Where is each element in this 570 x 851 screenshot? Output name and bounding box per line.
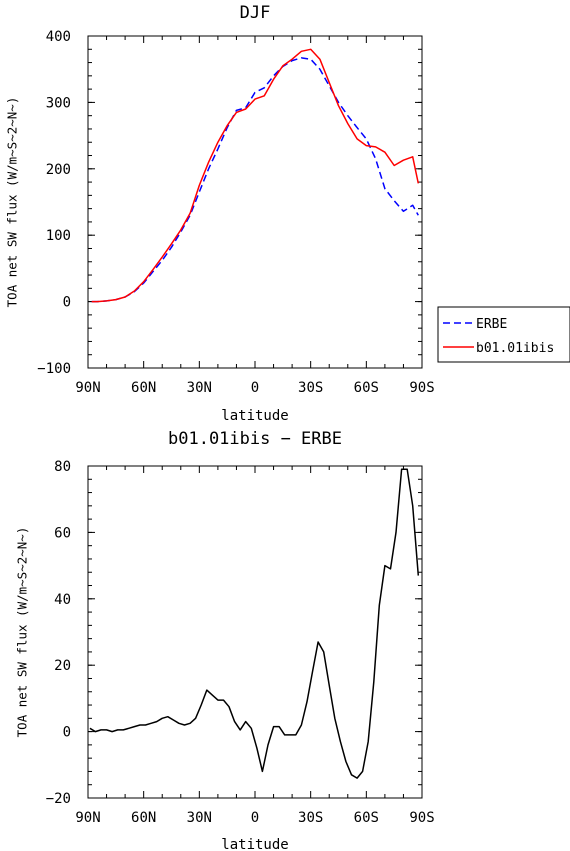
top-axes: 90N 60N 30N 0 30S 60S 90S −100 0 100 200 300 400 [37,29,434,396]
x-tick-label: 0 [251,810,259,826]
series-line-erbe [91,57,419,303]
x-tick-label: 60N [131,810,156,826]
x-tick-label: 0 [251,380,259,396]
bottom-chart-title: b01.01ibis − ERBE [168,429,342,449]
y-tick-label: 0 [63,725,71,741]
x-tick-label: 90S [409,810,434,826]
bottom-plot-frame [87,465,423,799]
x-tick-label: 30N [187,810,212,826]
y-tick-label: −100 [37,361,71,377]
x-tick-label: 60S [354,380,379,396]
top-series-lines [91,48,420,303]
bottom-panel: b01.01ibis − ERBE latitude TOA net SW fl… [15,429,435,851]
bottom-y-axis-label: TOA net SW flux (W/m~S~2~N~) [15,527,30,738]
y-tick-label: 0 [63,295,71,311]
top-x-axis-label: latitude [221,408,288,424]
legend-label-b01-01ibis: b01.01ibis [476,341,554,356]
x-tick-label: 30S [298,380,323,396]
series-line-difference [89,468,420,779]
y-tick-label: 200 [46,162,71,178]
y-tick-label: 20 [54,658,71,674]
y-tick-label: 80 [54,459,71,475]
y-tick-label: 60 [54,525,71,541]
y-tick-label: 100 [46,228,71,244]
y-tick-label: 300 [46,95,71,111]
top-y-axis-label: TOA net SW flux (W/m~S~2~N~) [5,97,20,308]
y-tick-label: 40 [54,592,71,608]
x-tick-label: 30S [298,810,323,826]
x-tick-label: 90N [75,810,100,826]
y-tick-label: 400 [46,29,71,45]
x-tick-label: 30N [187,380,212,396]
x-tick-label: 60S [354,810,379,826]
top-panel: DJF latitude TOA net SW flux (W/m~S~2~N~… [5,3,435,424]
top-plot-frame [87,35,423,369]
x-tick-label: 90S [409,380,434,396]
bottom-x-axis-label: latitude [221,837,288,851]
legend-box [437,306,570,363]
series-line-b01-01ibis [91,48,420,303]
top-chart-title: DJF [240,3,271,23]
y-tick-label: −20 [46,791,71,807]
legend: ERBE b01.01ibis [437,306,570,363]
x-tick-label: 60N [131,380,156,396]
x-tick-label: 90N [75,380,100,396]
legend-label-erbe: ERBE [476,317,507,332]
bottom-series-lines [89,468,420,779]
